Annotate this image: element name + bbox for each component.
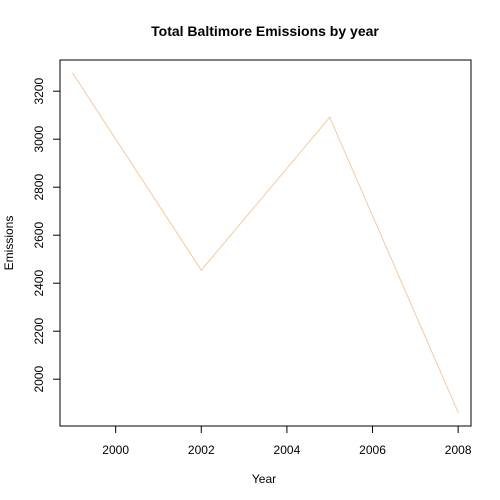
data-point (457, 411, 459, 413)
series-layer (72, 72, 459, 413)
x-tick-label: 2002 (188, 443, 215, 457)
x-tick-label: 2008 (445, 443, 472, 457)
x-tick-label: 2000 (102, 443, 129, 457)
y-tick-label: 2400 (32, 270, 46, 297)
x-axis: 2000 2002 2004 2006 2008 (102, 425, 472, 457)
y-axis: 2000 2200 2400 2600 2800 3000 3200 (32, 78, 61, 393)
x-tick-label: 2004 (274, 443, 301, 457)
chart-title: Total Baltimore Emissions by year (151, 23, 379, 39)
y-tick-label: 3200 (32, 78, 46, 105)
data-point (329, 116, 331, 118)
y-tick-label: 2800 (32, 174, 46, 201)
series-line-emissions (72, 73, 459, 413)
y-tick-label: 3000 (32, 126, 46, 153)
x-axis-label: Year (252, 472, 276, 486)
plot-frame (59, 59, 472, 427)
y-tick-label: 2000 (32, 366, 46, 393)
y-axis-label: Emissions (2, 216, 16, 271)
y-tick-label: 2600 (32, 222, 46, 249)
data-point (72, 72, 74, 75)
y-tick-label: 2200 (32, 318, 46, 345)
x-tick-label: 2006 (359, 443, 386, 457)
data-point (200, 269, 202, 271)
